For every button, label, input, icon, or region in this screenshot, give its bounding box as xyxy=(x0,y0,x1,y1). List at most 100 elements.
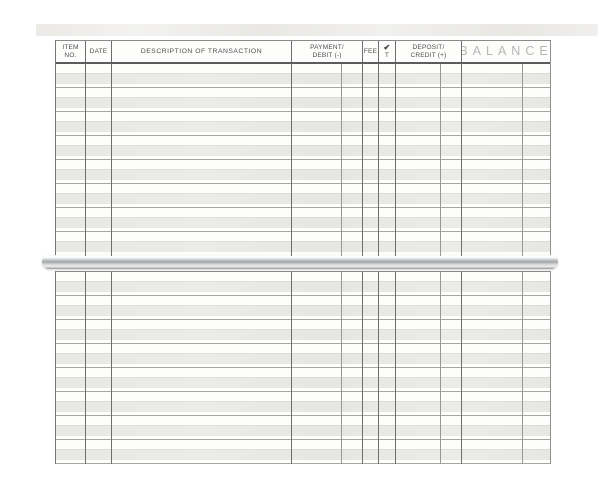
balance-cents-cell xyxy=(523,320,550,344)
fee-cell xyxy=(363,296,379,320)
payment-cents-cell xyxy=(342,88,363,112)
balance-dollars-cell xyxy=(462,320,523,344)
payment-cents-cell xyxy=(342,208,363,232)
check-cell xyxy=(379,136,396,160)
deposit-dollars-cell xyxy=(396,416,441,440)
description-cell xyxy=(112,136,292,160)
fee-cell xyxy=(363,272,379,296)
payment-cents-cell xyxy=(342,232,363,256)
register-row xyxy=(56,392,550,416)
column-header-item: ITEM NO. xyxy=(56,41,86,62)
column-header-label: NO. xyxy=(64,51,77,59)
deposit-cents-cell xyxy=(441,232,462,256)
deposit-cents-cell xyxy=(441,296,462,320)
deposit-cents-cell xyxy=(441,112,462,136)
balance-dollars-cell xyxy=(462,160,523,184)
register-row xyxy=(56,272,550,296)
description-cell xyxy=(112,160,292,184)
row-cells xyxy=(56,368,550,392)
row-shading xyxy=(56,241,550,252)
row-cells xyxy=(56,344,550,368)
item-no-cell xyxy=(56,88,86,112)
item-no-cell xyxy=(56,368,86,392)
deposit-dollars-cell xyxy=(396,368,441,392)
column-header-label: FEE xyxy=(363,47,378,55)
date-cell xyxy=(86,88,112,112)
column-header-label: BALANCE xyxy=(462,44,550,59)
date-cell xyxy=(86,64,112,88)
check-cell xyxy=(379,160,396,184)
balance-dollars-cell xyxy=(462,232,523,256)
row-cells xyxy=(56,232,550,256)
row-shading xyxy=(56,121,550,132)
payment-dollars-cell xyxy=(292,64,342,88)
payment-dollars-cell xyxy=(292,368,342,392)
balance-dollars-cell xyxy=(462,272,523,296)
date-cell xyxy=(86,296,112,320)
payment-dollars-cell xyxy=(292,160,342,184)
check-icon: ✔ xyxy=(383,42,391,52)
balance-cents-cell xyxy=(523,232,550,256)
check-cell xyxy=(379,88,396,112)
date-cell xyxy=(86,392,112,416)
deposit-cents-cell xyxy=(441,64,462,88)
check-cell xyxy=(379,184,396,208)
row-cells xyxy=(56,88,550,112)
check-cell xyxy=(379,368,396,392)
check-cell xyxy=(379,416,396,440)
row-shading xyxy=(56,169,550,180)
deposit-cents-cell xyxy=(441,208,462,232)
payment-dollars-cell xyxy=(292,440,342,464)
payment-cents-cell xyxy=(342,440,363,464)
register-row xyxy=(56,344,550,368)
balance-cents-cell xyxy=(523,160,550,184)
deposit-cents-cell xyxy=(441,136,462,160)
description-cell xyxy=(112,416,292,440)
deposit-dollars-cell xyxy=(396,320,441,344)
check-cell xyxy=(379,344,396,368)
column-header-label: CREDIT (+) xyxy=(410,51,447,59)
payment-dollars-cell xyxy=(292,344,342,368)
register-row xyxy=(56,184,550,208)
fee-cell xyxy=(363,320,379,344)
item-no-cell xyxy=(56,112,86,136)
register-top-rows xyxy=(56,64,550,256)
date-cell xyxy=(86,368,112,392)
item-no-cell xyxy=(56,64,86,88)
row-shading xyxy=(56,281,550,292)
column-header-payment: PAYMENT/DEBIT (-) xyxy=(292,41,363,62)
column-header-label: T xyxy=(384,51,390,59)
check-cell xyxy=(379,296,396,320)
column-header-deposit: DEPOSIT/CREDIT (+) xyxy=(396,41,462,62)
description-cell xyxy=(112,232,292,256)
balance-dollars-cell xyxy=(462,208,523,232)
description-cell xyxy=(112,272,292,296)
description-cell xyxy=(112,368,292,392)
fee-cell xyxy=(363,232,379,256)
deposit-dollars-cell xyxy=(396,296,441,320)
fee-cell xyxy=(363,344,379,368)
payment-cents-cell xyxy=(342,368,363,392)
column-header-label: DATE xyxy=(89,47,108,55)
deposit-cents-cell xyxy=(441,392,462,416)
balance-dollars-cell xyxy=(462,440,523,464)
fee-cell xyxy=(363,440,379,464)
check-cell xyxy=(379,320,396,344)
deposit-cents-cell xyxy=(441,416,462,440)
payment-cents-cell xyxy=(342,272,363,296)
balance-cents-cell xyxy=(523,112,550,136)
register-header-row: ITEM NO. DATE DESCRIPTION OF TRANSACTION PAY… xyxy=(56,41,550,64)
date-cell xyxy=(86,136,112,160)
payment-dollars-cell xyxy=(292,112,342,136)
deposit-cents-cell xyxy=(441,160,462,184)
check-cell xyxy=(379,112,396,136)
payment-cents-cell xyxy=(342,112,363,136)
description-cell xyxy=(112,392,292,416)
payment-cents-cell xyxy=(342,416,363,440)
column-header-label: ITEM xyxy=(62,44,79,52)
register-bottom-page xyxy=(55,271,551,464)
payment-cents-cell xyxy=(342,392,363,416)
row-cells xyxy=(56,416,550,440)
description-cell xyxy=(112,296,292,320)
row-shading xyxy=(56,401,550,412)
